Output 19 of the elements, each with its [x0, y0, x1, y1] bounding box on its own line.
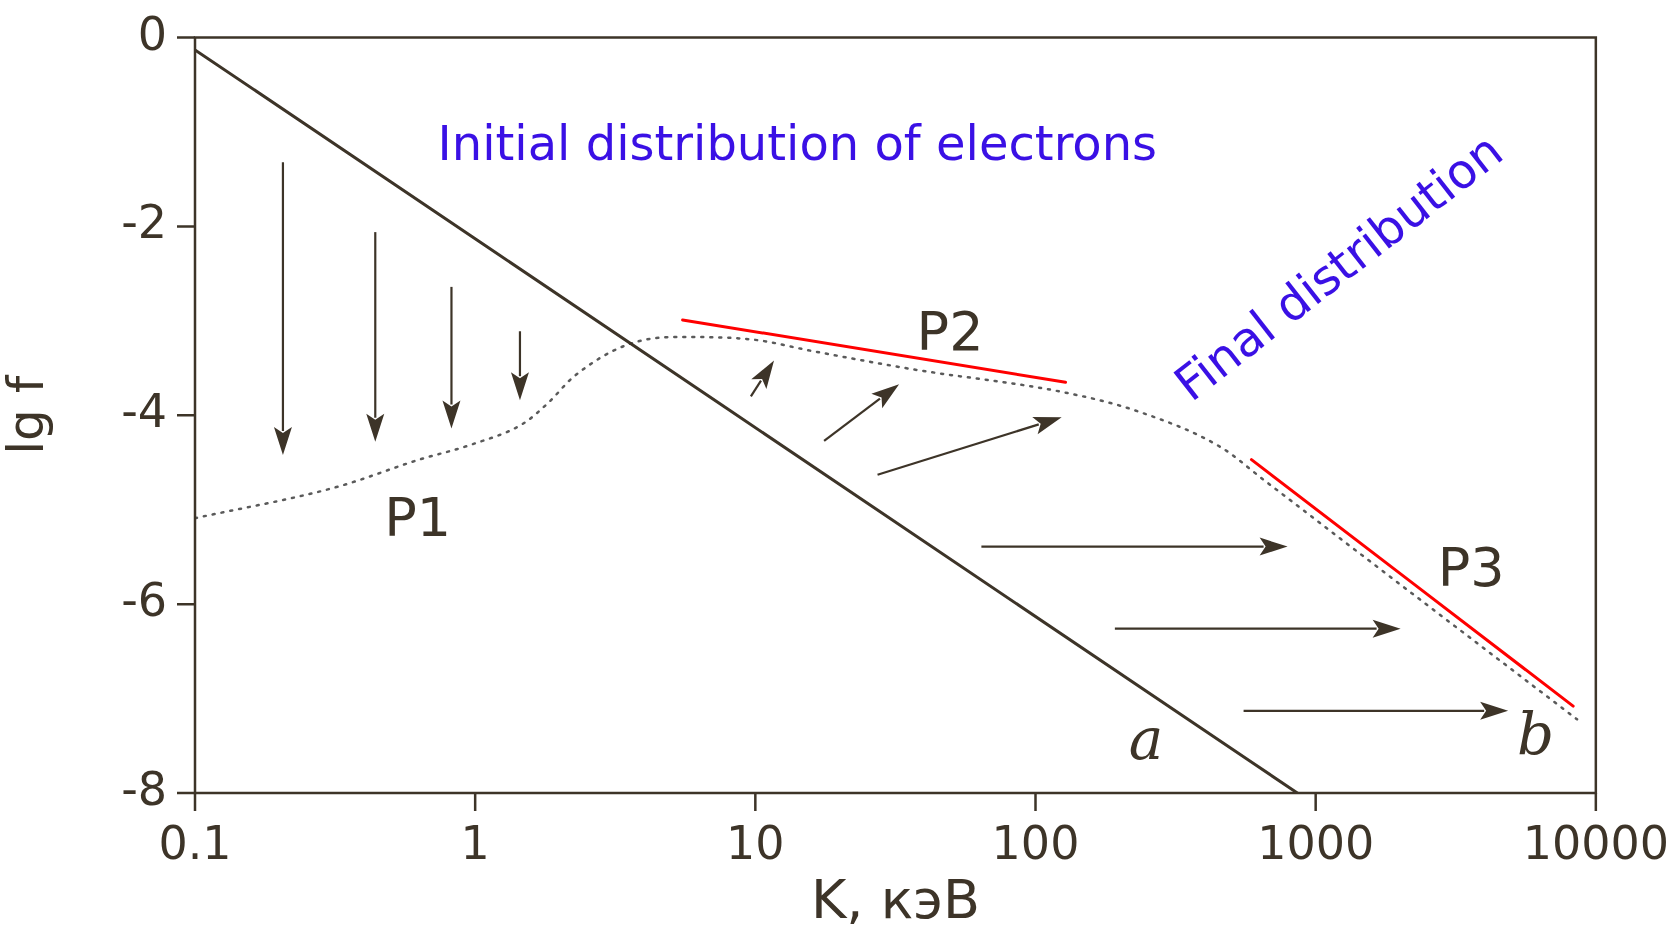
annotation: P1: [384, 485, 452, 549]
x-tick-label: 100: [991, 815, 1080, 870]
annotation: Initial distribution of electrons: [437, 115, 1158, 172]
x-tick-label: 10: [726, 815, 785, 870]
x-tick-label: 1: [460, 815, 490, 870]
x-axis-title: K, кэВ: [810, 867, 980, 931]
y-tick-label: -6: [121, 573, 167, 628]
y-tick-label: -4: [121, 384, 167, 439]
annotation: P2: [916, 300, 984, 364]
annotation: P3: [1437, 535, 1505, 599]
y-tick-label: -8: [121, 761, 167, 816]
y-tick-label: -2: [121, 195, 167, 250]
x-tick-label: 1000: [1257, 815, 1375, 870]
x-tick-label: 10000: [1522, 815, 1670, 870]
x-tick-label: 0.1: [158, 815, 232, 870]
y-axis-title: lg f: [0, 374, 55, 455]
annotation: b: [1517, 699, 1555, 768]
y-tick-label: 0: [137, 6, 167, 61]
annotation: a: [1128, 704, 1164, 773]
